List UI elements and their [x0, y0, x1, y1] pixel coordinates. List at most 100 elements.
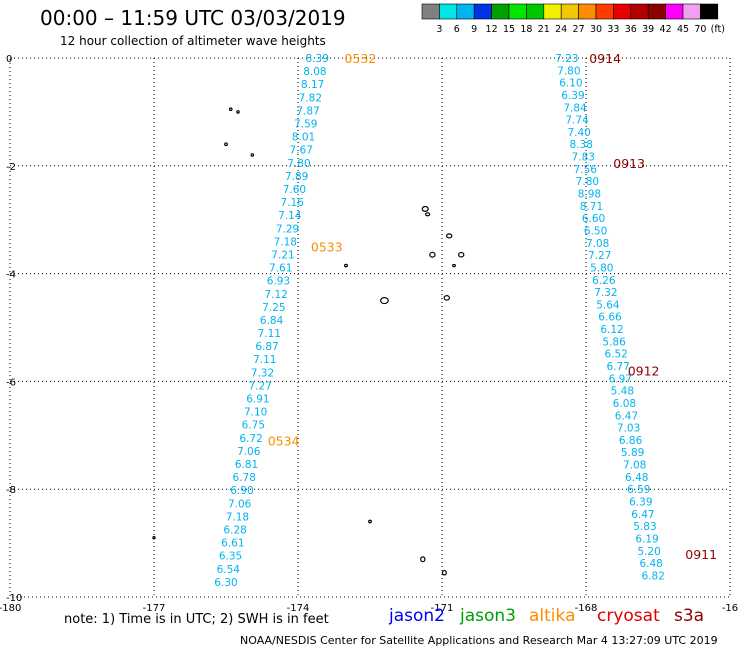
colorbar-label: 24	[555, 24, 567, 35]
swh-value-altika: 6.54	[217, 564, 241, 576]
legend-jason3: jason3	[460, 606, 516, 626]
swh-value-s3a: 6.77	[607, 361, 630, 373]
swh-value-altika: 6.72	[239, 433, 262, 445]
island-outline	[380, 296, 389, 305]
y-tick-label: -10	[6, 593, 22, 604]
swh-value-s3a: 7.83	[572, 152, 595, 164]
swh-value-s3a: 5.48	[611, 386, 634, 398]
swh-value-altika: 7.11	[258, 328, 281, 340]
swh-value-altika: 6.75	[242, 420, 265, 432]
colorbar-label: 42	[660, 24, 672, 35]
time-label-s3a: 0913	[613, 156, 645, 171]
y-tick-label: 0	[6, 54, 12, 65]
colorbar-label: 70	[694, 24, 706, 35]
swh-value-altika: 7.16	[280, 197, 304, 209]
swh-value-s3a: 7.23	[555, 53, 578, 65]
swh-value-s3a: 7.32	[594, 287, 617, 299]
y-tick-label: -2	[6, 162, 16, 173]
x-tick-label: -174	[287, 603, 310, 614]
swh-value-s3a: 5.80	[590, 262, 613, 274]
legend-cryosat: cryosat	[597, 606, 660, 626]
plot-frame	[9, 57, 731, 598]
x-tick-label: -16	[722, 603, 738, 614]
swh-value-s3a: 5.89	[621, 447, 644, 459]
y-tick-label: -4	[6, 270, 16, 281]
colorbar-label: 39	[642, 24, 654, 35]
swh-value-s3a: 6.47	[615, 410, 638, 422]
swh-value-altika: 7.10	[244, 407, 267, 419]
swh-value-s3a: 6.48	[639, 558, 662, 570]
colorbar-label: 33	[607, 24, 619, 35]
swh-value-s3a: 8.98	[578, 189, 601, 201]
colorbar-label: 36	[625, 24, 637, 35]
island-outline	[458, 251, 465, 258]
colorbar-label: 3	[436, 24, 442, 35]
swh-value-altika: 7.06	[237, 446, 261, 458]
colorbar-label: 12	[486, 24, 498, 35]
swh-value-s3a: 6.08	[613, 398, 636, 410]
swh-value-altika: 6.91	[246, 394, 269, 406]
colorbar-label: 18	[520, 24, 532, 35]
colorbar-label: 30	[590, 24, 602, 35]
colorbar-label: (ft)	[711, 24, 725, 35]
island-outline	[452, 263, 456, 268]
island-outline	[344, 263, 349, 268]
swh-value-altika: 7.25	[262, 302, 285, 314]
swh-value-s3a: 6.82	[642, 570, 665, 582]
swh-value-altika: 7.59	[294, 118, 317, 130]
colorbar-label: 15	[503, 24, 515, 35]
x-tick-label: -168	[575, 603, 598, 614]
swh-value-s3a: 6.50	[584, 225, 607, 237]
swh-value-altika: 6.93	[267, 276, 290, 288]
island-outline	[441, 569, 447, 576]
swh-value-s3a: 6.47	[631, 509, 654, 521]
swh-value-altika: 7.82	[299, 92, 322, 104]
swh-value-altika: 7.18	[274, 236, 297, 248]
swh-value-s3a: 7.27	[588, 250, 611, 262]
swh-value-altika: 7.27	[249, 380, 272, 392]
swh-value-altika: 7.61	[269, 263, 292, 275]
x-tick-label: -177	[143, 603, 166, 614]
swh-value-altika: 7.29	[276, 223, 299, 235]
swh-value-s3a: 6.60	[582, 213, 605, 225]
swh-value-s3a: 6.19	[635, 533, 658, 545]
island-outline	[446, 233, 453, 239]
swh-value-s3a: 7.08	[623, 460, 646, 472]
colorbar-label: 45	[677, 24, 689, 35]
swh-value-altika: 6.28	[223, 525, 246, 537]
colorbar-label: 9	[471, 24, 477, 35]
swh-value-altika: 8.08	[303, 66, 326, 78]
swh-value-s3a: 7.03	[617, 423, 640, 435]
swh-value-altika: 7.32	[251, 367, 274, 379]
swh-value-s3a: 6.66	[598, 312, 622, 324]
swh-value-s3a: 6.97	[609, 373, 632, 385]
swh-value-altika: 7.18	[226, 511, 249, 523]
swh-value-altika: 7.06	[228, 498, 252, 510]
time-label-altika: 0534	[268, 434, 300, 449]
chart-subtitle: 12 hour collection of altimeter wave hei…	[60, 34, 326, 48]
swh-value-altika: 7.11	[253, 354, 276, 366]
island-outline	[420, 556, 426, 563]
island-outline	[421, 205, 429, 212]
swh-value-altika: 7.21	[271, 249, 294, 261]
swh-value-s3a: 5.83	[633, 521, 656, 533]
time-label-s3a: 0914	[589, 51, 621, 66]
swh-value-s3a: 8.38	[570, 139, 593, 151]
y-tick-label: -8	[6, 485, 16, 496]
swh-value-altika: 7.67	[290, 145, 313, 157]
swh-value-altika: 7.89	[285, 171, 308, 183]
swh-value-s3a: 5.86	[602, 336, 626, 348]
colorbar-label: 27	[573, 24, 585, 35]
x-tick-label: -180	[0, 603, 21, 614]
colorbar-label: 6	[454, 24, 460, 35]
swh-value-s3a: 8.71	[580, 201, 603, 213]
time-label-s3a: 0911	[685, 547, 717, 562]
chart-title: 00:00 – 11:59 UTC 03/03/2019	[40, 6, 346, 30]
island-outline	[236, 110, 240, 114]
swh-value-s3a: 7.84	[563, 102, 587, 114]
time-label-s3a: 0912	[628, 364, 660, 379]
swh-value-s3a: 6.48	[625, 472, 648, 484]
swh-value-altika: 7.60	[283, 184, 306, 196]
swh-value-altika: 6.81	[235, 459, 258, 471]
swh-value-s3a: 6.86	[619, 435, 643, 447]
